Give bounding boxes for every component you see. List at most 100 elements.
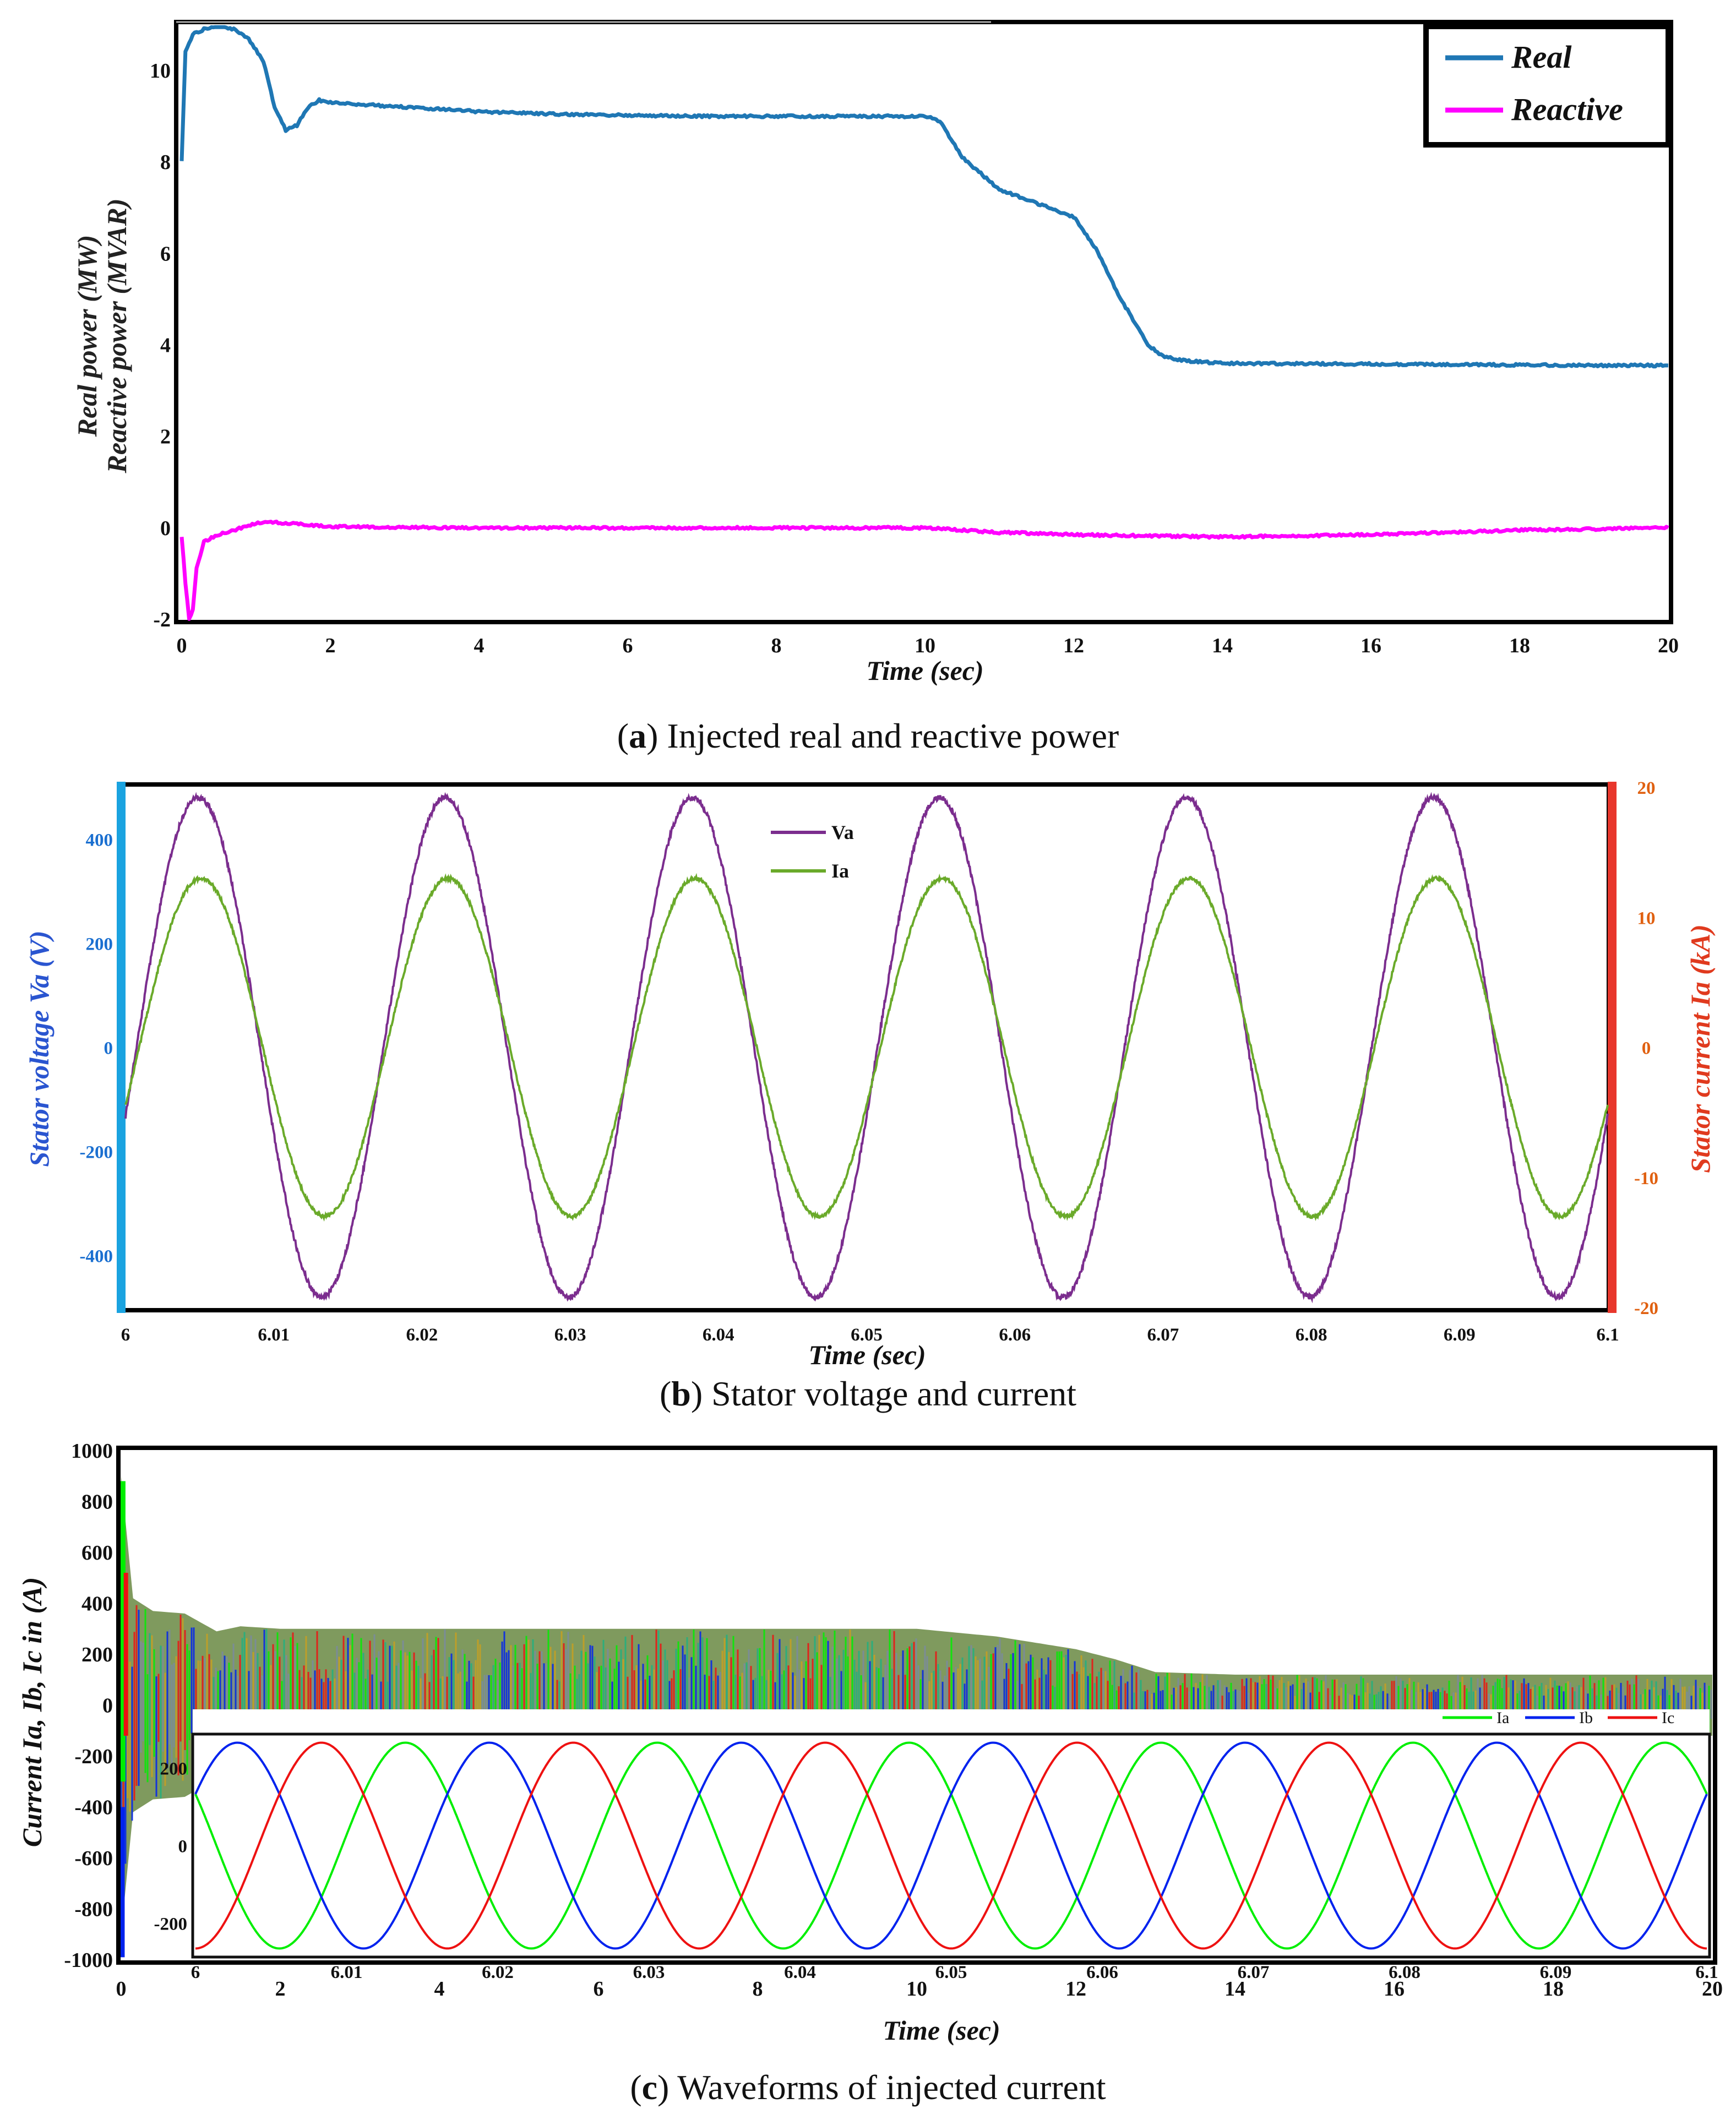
panel-b-x-tick-1: 6.01 xyxy=(258,1325,290,1345)
panel-c-x-tick-6: 12 xyxy=(1065,1977,1086,2001)
panel-a-legend: Real Reactive xyxy=(1426,26,1668,145)
panel-b-right-y-tick-2: 0 xyxy=(1642,1039,1651,1059)
panel-a-y-tick-6: 10 xyxy=(150,59,171,83)
panel-c-y-tick-8: 600 xyxy=(81,1541,113,1565)
panel-c-y-axis-label: Current Ia, Ib, Ic in (A) xyxy=(17,1577,47,1847)
panel-a-x-tick-4: 8 xyxy=(771,634,782,657)
legend-label-ia-c: Ia xyxy=(1496,1709,1509,1727)
caption-a-text: Injected real and reactive power xyxy=(658,716,1119,755)
panel-a-x-tick-2: 4 xyxy=(474,634,485,657)
panel-a-y-axis-label-reactive: Reactive power (MVAR) xyxy=(101,199,132,474)
panel-b-series-va xyxy=(126,795,1608,1299)
panel-c-x-tick-2: 4 xyxy=(434,1977,445,2001)
panel-c-y-tick-0: -1000 xyxy=(64,1949,113,1972)
panel-b-plot-frame xyxy=(122,784,1609,1310)
panel-a-x-tick-5: 10 xyxy=(915,634,935,657)
panel-b-right-y-tick-0: -20 xyxy=(1634,1299,1658,1318)
panel-c-inset-background xyxy=(193,1709,1710,1960)
panel-c-inset-x-tick-10: 6.1 xyxy=(1695,1963,1718,1982)
caption-b-letter: b xyxy=(671,1374,691,1413)
panel-a-y-tick-0: -2 xyxy=(153,608,171,631)
panel-c-inset-x-tick-5: 6.05 xyxy=(935,1963,967,1982)
caption-c-letter: c xyxy=(642,2068,657,2107)
panel-b-x-tick-9: 6.09 xyxy=(1444,1325,1476,1345)
panel-b-right-y-tick-4: 20 xyxy=(1637,778,1656,798)
caption-c: (c) Waveforms of injected current xyxy=(0,2067,1736,2108)
caption-c-text: Waveforms of injected current xyxy=(669,2068,1106,2107)
panel-c-x-tick-5: 10 xyxy=(906,1977,927,2001)
panel-a-y-tick-2: 2 xyxy=(160,426,171,449)
panel-b-left-y-tick-3: 200 xyxy=(86,935,113,955)
panel-c-y-tick-7: 400 xyxy=(81,1593,113,1616)
panel-a-x-tick-3: 6 xyxy=(623,634,633,657)
panel-c-y-tick-4: -200 xyxy=(74,1745,113,1768)
panel-b-right-y-tick-1: -10 xyxy=(1634,1169,1658,1189)
panel-a-y-tick-5: 8 xyxy=(160,151,171,174)
panel-a-y-axis-label-real: Real power (MW) xyxy=(72,235,102,438)
caption-a: (a) Injected real and reactive power xyxy=(0,716,1736,756)
panel-b-legend: Va Ia xyxy=(771,821,854,882)
panel-a-x-tick-1: 2 xyxy=(325,634,336,657)
panel-c-inset-x-tick-0: 6 xyxy=(191,1963,200,1982)
panel-a-y-tick-3: 4 xyxy=(160,334,171,357)
caption-b: (b) Stator voltage and current xyxy=(0,1374,1736,1414)
panel-c-y-tick-3: -400 xyxy=(74,1796,113,1819)
panel-c-chart: 0 2 4 6 8 10 12 14 16 18 20 -1000 -800 -600 -400 -200 0… xyxy=(17,1440,1723,2046)
legend-label-ic-c: Ic xyxy=(1662,1709,1674,1727)
panel-c-y-tick-1: -800 xyxy=(74,1898,113,1921)
panel-b-chart: 6 6.01 6.02 6.03 6.04 6.05 6.06 6.07 6.08 6.09 6.1… xyxy=(24,778,1716,1370)
panel-b-left-y-tick-4: 400 xyxy=(86,831,113,851)
panel-c-x-tick-4: 8 xyxy=(753,1977,763,2001)
legend-label-ia: Ia xyxy=(831,860,849,882)
panel-a-series-reactive xyxy=(182,521,1668,619)
panel-a-x-tick-8: 16 xyxy=(1360,634,1381,657)
panel-a-y-tick-1: 0 xyxy=(160,517,171,540)
legend-label-real: Real xyxy=(1511,39,1572,75)
panel-c-inset: 6 6.01 6.02 6.03 6.04 6.05 6.06 6.07 6.08 6.09 6.1… xyxy=(154,1709,1718,1982)
panel-c-inset-y-tick-0: -200 xyxy=(154,1915,188,1934)
legend-label-reactive: Reactive xyxy=(1511,91,1623,127)
panel-c-x-tick-0: 0 xyxy=(116,1977,127,2001)
caption-b-text: Stator voltage and current xyxy=(703,1374,1076,1413)
panel-c-y-tick-10: 1000 xyxy=(71,1440,113,1463)
panel-c-inset-y-tick-2: 200 xyxy=(160,1759,188,1779)
panel-c-inset-x-tick-2: 6.02 xyxy=(482,1963,514,1982)
panel-c-y-tick-9: 800 xyxy=(81,1491,113,1514)
panel-b-x-tick-4: 6.04 xyxy=(703,1325,734,1345)
panel-c-y-tick-6: 200 xyxy=(81,1643,113,1666)
panel-b-x-tick-0: 6 xyxy=(121,1325,130,1345)
panel-c-inset-x-tick-9: 6.09 xyxy=(1540,1963,1572,1982)
panel-b-x-tick-7: 6.07 xyxy=(1147,1325,1179,1345)
panel-c-inset-x-tick-4: 6.04 xyxy=(784,1963,816,1982)
panel-b-series-ia xyxy=(126,877,1608,1218)
panel-c-x-tick-3: 6 xyxy=(594,1977,604,2001)
panel-c-inset-x-tick-8: 6.08 xyxy=(1389,1963,1421,1982)
panel-a-x-tick-7: 14 xyxy=(1212,634,1233,657)
panel-a-x-tick-0: 0 xyxy=(177,634,187,657)
caption-a-letter: a xyxy=(629,716,646,755)
figure: 0 2 4 6 8 10 12 14 16 18 20 -20246810 Time (sec) R… xyxy=(0,0,1736,2120)
panel-b-x-axis-label: Time (sec) xyxy=(808,1339,926,1370)
panel-c-inset-x-tick-1: 6.01 xyxy=(331,1963,363,1982)
panel-c-inset-x-tick-6: 6.06 xyxy=(1086,1963,1118,1982)
panel-b-x-tick-10: 6.1 xyxy=(1596,1325,1619,1345)
legend-label-ib-c: Ib xyxy=(1579,1709,1593,1727)
panel-b-x-tick-2: 6.02 xyxy=(406,1325,438,1345)
legend-label-va: Va xyxy=(831,821,854,843)
panel-a-x-axis-label: Time (sec) xyxy=(866,655,983,686)
panel-b-x-tick-6: 6.06 xyxy=(999,1325,1031,1345)
panel-b-left-y-axis-label: Stator voltage Va (V) xyxy=(24,930,55,1167)
panel-b-left-y-tick-2: 0 xyxy=(104,1039,113,1059)
panel-b-left-y-tick-1: -200 xyxy=(80,1143,113,1163)
panel-b-left-y-tick-0: -400 xyxy=(80,1247,113,1267)
panel-c-y-tick-5: 0 xyxy=(102,1694,113,1718)
panel-b-x-tick-3: 6.03 xyxy=(554,1325,586,1345)
panel-c-x-axis-label: Time (sec) xyxy=(883,2015,1000,2046)
panel-a-y-tick-4: 6 xyxy=(160,242,171,265)
panel-b-right-y-tick-3: 10 xyxy=(1637,908,1656,928)
panel-c-inset-x-tick-3: 6.03 xyxy=(633,1963,665,1982)
panel-c-inset-y-tick-1: 0 xyxy=(178,1837,188,1857)
panel-c-y-tick-2: -600 xyxy=(74,1847,113,1870)
panel-c-inset-x-tick-7: 6.07 xyxy=(1238,1963,1270,1982)
panel-b-right-y-axis-label: Stator current Ia (kA) xyxy=(1685,924,1716,1173)
